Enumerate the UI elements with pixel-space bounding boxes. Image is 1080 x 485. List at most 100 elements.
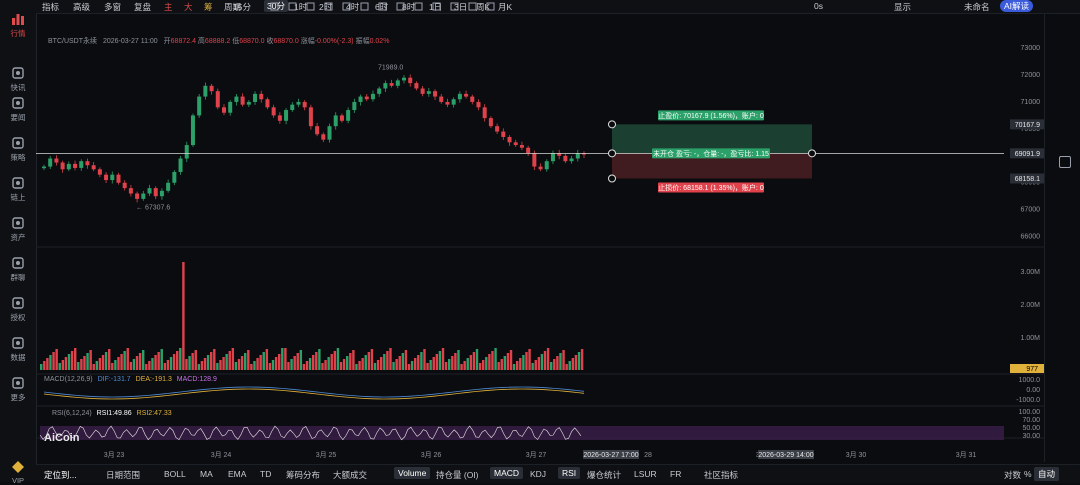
interval-tab[interactable]: 6时 bbox=[375, 2, 389, 12]
sidebar-item-4[interactable]: 链上 bbox=[0, 176, 36, 203]
filter-icon[interactable] bbox=[432, 2, 441, 11]
candle-body bbox=[575, 153, 580, 159]
indicator-tab[interactable]: MA bbox=[200, 469, 213, 479]
indicator-tab[interactable]: Volume bbox=[394, 467, 431, 479]
log-toggle[interactable]: 对数 bbox=[1004, 470, 1022, 480]
undo-icon[interactable] bbox=[468, 2, 477, 11]
volume-bar bbox=[163, 363, 167, 370]
sidebar-item-7[interactable]: 授权 bbox=[0, 296, 36, 323]
volume-bar bbox=[380, 357, 383, 370]
multi-window-button[interactable]: 多窗 bbox=[104, 1, 121, 13]
interval-tab[interactable]: 1日 bbox=[429, 2, 443, 12]
indicator-tab[interactable]: 持仓量 (OI) bbox=[436, 470, 479, 480]
volume-bar bbox=[491, 351, 494, 370]
sidebar-item-5[interactable]: 资产 bbox=[0, 216, 36, 243]
rsi-band bbox=[40, 426, 1004, 440]
indicator-tab[interactable]: TD bbox=[260, 469, 272, 479]
indicators-button[interactable]: 指标 bbox=[42, 1, 59, 13]
sidebar-item-1[interactable]: 快讯 bbox=[0, 66, 36, 93]
price-tick: 70000 bbox=[1021, 126, 1041, 133]
sidebar-item-2[interactable]: 要闻 bbox=[0, 96, 36, 123]
redo-icon[interactable] bbox=[486, 2, 495, 11]
indicator-tab[interactable]: RSI bbox=[558, 467, 581, 479]
user-name[interactable]: 未命名 bbox=[964, 2, 990, 12]
candle-body bbox=[302, 101, 307, 108]
candle-body bbox=[346, 110, 351, 121]
position-button[interactable]: 定位到... bbox=[44, 470, 77, 480]
interval-tab[interactable]: 15分 bbox=[233, 2, 251, 12]
indicator-tab[interactable]: FR bbox=[670, 469, 682, 479]
magnet-icon[interactable] bbox=[414, 2, 423, 11]
ruler-icon[interactable] bbox=[342, 2, 351, 11]
interval-tab[interactable]: 月K bbox=[498, 2, 513, 12]
sidebar-item-10[interactable]: VIP bbox=[0, 460, 36, 485]
eye-icon[interactable] bbox=[378, 2, 387, 11]
candle-body bbox=[141, 193, 146, 199]
interval-tab[interactable]: 3日 bbox=[454, 2, 468, 12]
high-annotation: 71989.0 bbox=[378, 64, 403, 71]
indicator-tab[interactable]: EMA bbox=[228, 469, 247, 479]
sidebar-item-8[interactable]: 数据 bbox=[0, 336, 36, 363]
text-icon[interactable] bbox=[396, 2, 405, 11]
bar-time: 2026-03-27 11:00 bbox=[102, 38, 158, 45]
chart-area[interactable]: 7300072000710007000069000680006700066000… bbox=[36, 14, 1044, 462]
interval-tab[interactable]: 8时 bbox=[402, 2, 416, 12]
interval-tab[interactable]: 4时 bbox=[346, 2, 360, 12]
volume-bar bbox=[367, 352, 371, 370]
delete-icon[interactable] bbox=[450, 2, 459, 11]
volume-bar bbox=[420, 352, 423, 370]
volume-bar bbox=[571, 358, 575, 370]
indicator-tab[interactable]: 大额成交 bbox=[333, 470, 368, 480]
volume-bar bbox=[327, 357, 330, 370]
sidebar-item-0[interactable]: 行情 bbox=[0, 12, 36, 39]
rsi1-label: RSI1: bbox=[96, 410, 115, 417]
sidebar-item-3[interactable]: 策略 bbox=[0, 136, 36, 163]
lock-icon[interactable] bbox=[360, 2, 369, 11]
stop-loss-label: 止损价: 68158.1 (1.35%)，账户: 0 bbox=[658, 183, 764, 192]
percent-toggle[interactable]: % bbox=[1024, 469, 1032, 479]
macd-tick: 0.00 bbox=[1026, 387, 1040, 394]
volume-bar bbox=[234, 362, 238, 370]
indicator-tab[interactable]: 筹码分布 bbox=[286, 470, 321, 480]
crosshair-icon[interactable] bbox=[270, 2, 279, 11]
volume-bar bbox=[494, 348, 497, 370]
indicator-tab[interactable]: 爆仓统计 bbox=[587, 470, 622, 480]
sidebar-item-9[interactable]: 更多 bbox=[0, 376, 36, 403]
advanced-button[interactable]: 高级 bbox=[73, 1, 90, 13]
sidebar-item-6[interactable]: 群聊 bbox=[0, 256, 36, 283]
period-button[interactable]: 周期 bbox=[224, 2, 242, 12]
panel-toggle-icon[interactable] bbox=[1059, 156, 1071, 168]
sidebar-item-label: 群聊 bbox=[10, 273, 26, 282]
volume-bar bbox=[364, 355, 367, 370]
zoom-icon[interactable] bbox=[324, 2, 333, 11]
interval-tab[interactable]: 2时 bbox=[319, 2, 333, 12]
replay-button[interactable]: 复盘 bbox=[134, 1, 151, 13]
big-order-button[interactable]: 大 bbox=[184, 2, 193, 12]
advanced-label: 高级 bbox=[73, 2, 91, 12]
indicator-tab[interactable]: KDJ bbox=[530, 469, 547, 479]
indicator-tab[interactable]: MACD bbox=[490, 467, 524, 479]
interval-tab[interactable]: 周K bbox=[476, 2, 491, 12]
candle-body bbox=[166, 182, 171, 191]
indicator-tab[interactable]: LSUR bbox=[634, 469, 657, 479]
auto-toggle[interactable]: 自动 bbox=[1034, 467, 1060, 481]
interval-tab[interactable]: 30分 bbox=[264, 0, 288, 12]
candle-body bbox=[190, 115, 195, 146]
pencil-icon[interactable] bbox=[306, 2, 315, 11]
date-range-button[interactable]: 日期范围 bbox=[106, 470, 141, 480]
indicator-tab[interactable]: BOLL bbox=[164, 469, 186, 479]
candle-body bbox=[482, 107, 487, 119]
volume-bar bbox=[49, 355, 52, 370]
trend-line-icon[interactable] bbox=[288, 2, 297, 11]
volume-bar bbox=[299, 350, 303, 370]
volume-bar bbox=[138, 353, 142, 370]
volume-bar bbox=[52, 352, 55, 370]
display-button[interactable]: 显示 bbox=[894, 2, 912, 12]
ai-button[interactable]: AI解读 bbox=[1000, 0, 1034, 12]
interval-tab[interactable]: 1时 bbox=[294, 2, 308, 12]
main-force-button[interactable]: 主 bbox=[164, 2, 173, 12]
candle-body bbox=[563, 155, 568, 162]
close-value: 68870.0 bbox=[273, 38, 299, 45]
indicator-tab[interactable]: 社区指标 bbox=[704, 470, 739, 480]
chips-button[interactable]: 筹 bbox=[204, 2, 213, 12]
